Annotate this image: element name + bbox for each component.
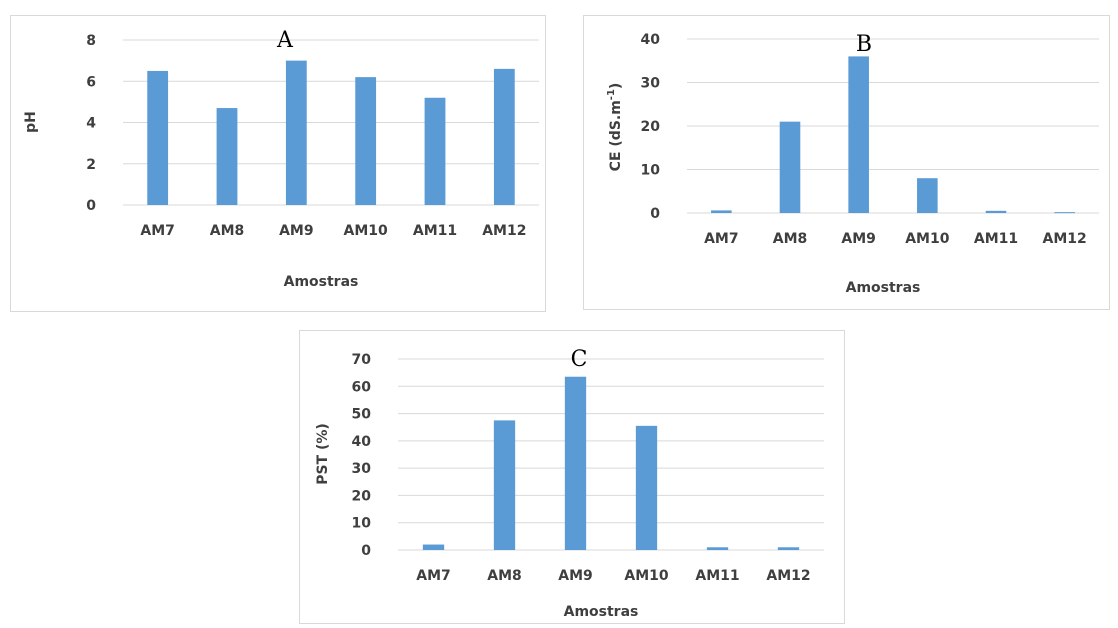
x-tick-label: AM11 — [974, 231, 1018, 247]
y-tick-label: 20 — [641, 119, 661, 135]
y-tick-label: 4 — [86, 116, 96, 132]
y-tick-label: 0 — [361, 543, 371, 559]
x-tick-label: AM8 — [210, 223, 245, 239]
bar-am7 — [147, 70, 169, 205]
bar-am8 — [779, 121, 801, 213]
y-axis-title: CE (dS.m-1) — [606, 83, 624, 172]
x-tick-label: AM12 — [1043, 231, 1087, 247]
x-tick-label: AM7 — [416, 568, 451, 584]
y-tick-label: 8 — [86, 33, 96, 49]
y-tick-label: 2 — [86, 157, 96, 173]
x-tick-label: AM9 — [558, 568, 593, 584]
bar-am9 — [285, 60, 307, 205]
chart-c-svg: 0 10 20 30 40 50 60 70 AM7 AM8 AM9 AM10 AM11 AM12 Amos… — [315, 347, 824, 620]
bar-am7 — [711, 210, 732, 213]
y-tick-label: 10 — [641, 163, 661, 179]
y-tick-label: 60 — [352, 379, 372, 395]
y-tick-label: 50 — [352, 407, 372, 423]
y-tick-label: 10 — [352, 516, 372, 532]
chart-b-svg: 0 10 20 30 40 AM7 AM8 AM9 AM10 AM11 AM12 Amostras CE… — [606, 32, 1099, 296]
y-axis-title: pH — [23, 111, 39, 133]
y-tick-label: 20 — [352, 488, 372, 504]
x-axis-title: Amostras — [564, 604, 639, 620]
y-tick-label: 40 — [352, 434, 372, 450]
bar-am10 — [635, 425, 658, 550]
x-axis-title: Amostras — [284, 274, 359, 290]
x-tick-label: AM12 — [482, 223, 526, 239]
bar-am8 — [216, 108, 238, 205]
y-axis-title: PST (%) — [315, 423, 331, 485]
bar-am11 — [706, 547, 729, 550]
y-tick-label: 0 — [86, 198, 96, 214]
bar-am9 — [564, 376, 587, 550]
bar-am10 — [917, 178, 938, 213]
x-tick-label: AM8 — [773, 231, 808, 247]
x-tick-label: AM10 — [624, 568, 669, 584]
y-tick-label: 6 — [86, 74, 96, 90]
chart-a-svg: 0 2 4 6 8 AM7 AM8 AM9 AM10 AM11 AM12 Amostras pH A — [23, 28, 539, 290]
bar-am9 — [848, 56, 869, 214]
x-tick-label: AM10 — [344, 223, 389, 239]
y-tick-label: 70 — [352, 352, 372, 368]
x-tick-label: AM11 — [695, 568, 739, 584]
bar-am8 — [493, 420, 516, 550]
y-tick-label: 0 — [650, 206, 660, 222]
x-tick-label: AM8 — [487, 568, 522, 584]
panel-letter: C — [571, 347, 588, 372]
chart-panel-b: 0 10 20 30 40 AM7 AM8 AM9 AM10 AM11 AM12 Amostras CE… — [583, 15, 1110, 310]
bar-am12 — [777, 547, 800, 550]
bar-am12 — [1054, 212, 1075, 214]
y-tick-label: 40 — [641, 32, 661, 48]
chart-panel-c: 0 10 20 30 40 50 60 70 AM7 AM8 AM9 AM10 AM11 AM12 Amos… — [299, 330, 845, 624]
x-tick-label: AM7 — [140, 223, 175, 239]
bar-am12 — [493, 68, 515, 205]
x-tick-label: AM7 — [704, 231, 739, 247]
bar-am11 — [985, 210, 1007, 213]
x-tick-label: AM9 — [279, 223, 314, 239]
bar-am10 — [355, 77, 377, 205]
x-tick-label: AM11 — [413, 223, 457, 239]
x-axis-title: Amostras — [846, 280, 921, 296]
y-tick-label: 30 — [352, 461, 372, 477]
x-tick-label: AM12 — [766, 568, 810, 584]
panel-letter: B — [856, 32, 872, 57]
x-tick-label: AM10 — [905, 231, 950, 247]
chart-panel-a: 0 2 4 6 8 AM7 AM8 AM9 AM10 AM11 AM12 Amostras pH A — [10, 15, 546, 312]
bar-am11 — [424, 97, 446, 205]
bar-am7 — [422, 544, 445, 550]
y-tick-label: 30 — [641, 76, 661, 92]
panel-letter: A — [276, 28, 294, 53]
x-tick-label: AM9 — [841, 231, 876, 247]
